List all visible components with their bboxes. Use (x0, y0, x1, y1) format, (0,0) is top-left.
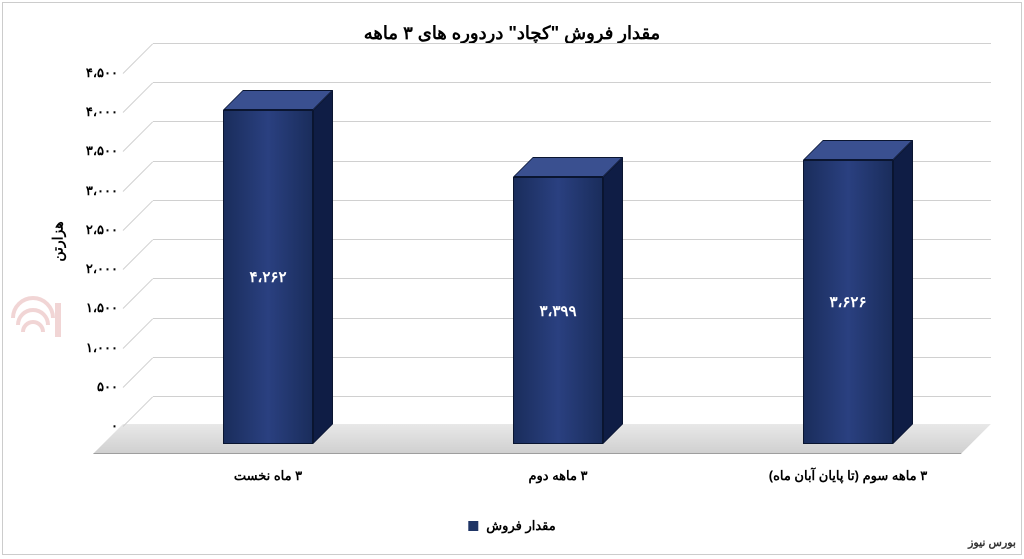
y-tick-label: ۳،۰۰۰ (63, 183, 118, 199)
y-tick-label: ۲،۵۰۰ (63, 222, 118, 238)
y-tick-label: ۳،۵۰۰ (63, 143, 118, 159)
y-tick-label: ۲،۰۰۰ (63, 261, 118, 277)
y-tick-label: ۰ (63, 418, 118, 434)
bar: ۳،۳۹۹ (513, 177, 603, 444)
watermark-logo (8, 293, 68, 343)
gridline (153, 43, 991, 44)
x-tick-label: ۳ ماهه سوم (تا پایان آبان ماه) (769, 468, 927, 484)
y-tick-label: ۴،۵۰۰ (63, 65, 118, 81)
legend-marker (468, 521, 478, 531)
plot-area: ۰۵۰۰۱،۰۰۰۱،۵۰۰۲،۰۰۰۲،۵۰۰۳،۰۰۰۳،۵۰۰۴،۰۰۰۴… (123, 73, 991, 454)
bar-value-label: ۴،۲۶۲ (249, 268, 286, 286)
bar-front: ۳،۶۲۶ (803, 160, 893, 444)
x-tick-label: ۳ ماه نخست (234, 468, 302, 484)
y-tick-label: ۵۰۰ (63, 379, 118, 395)
y-tick-label: ۴،۰۰۰ (63, 104, 118, 120)
watermark-text: بورس نیوز (968, 536, 1016, 549)
x-tick-label: ۳ ماهه دوم (528, 468, 587, 484)
bar-value-label: ۳،۶۲۶ (829, 293, 866, 311)
bar-side (313, 90, 333, 444)
bars-layer: ۴،۲۶۲ ۳،۳۹۹ ۳،۶۲۶ (123, 73, 991, 454)
chart-legend: مقدار فروش (468, 518, 555, 534)
chart-title: مقدار فروش "کچاد" دردوره های ۳ ماهه (3, 3, 1021, 54)
chart-container: مقدار فروش "کچاد" دردوره های ۳ ماهه هزار… (2, 2, 1022, 555)
bar-side (893, 140, 913, 444)
bar-front: ۴،۲۶۲ (223, 110, 313, 444)
y-tick-label: ۱،۵۰۰ (63, 300, 118, 316)
bar-value-label: ۳،۳۹۹ (539, 302, 576, 320)
bar: ۳،۶۲۶ (803, 160, 893, 444)
bar-front: ۳،۳۹۹ (513, 177, 603, 444)
legend-label: مقدار فروش (486, 518, 555, 534)
bar: ۴،۲۶۲ (223, 110, 313, 444)
y-tick-label: ۱،۰۰۰ (63, 340, 118, 356)
bar-side (603, 157, 623, 444)
